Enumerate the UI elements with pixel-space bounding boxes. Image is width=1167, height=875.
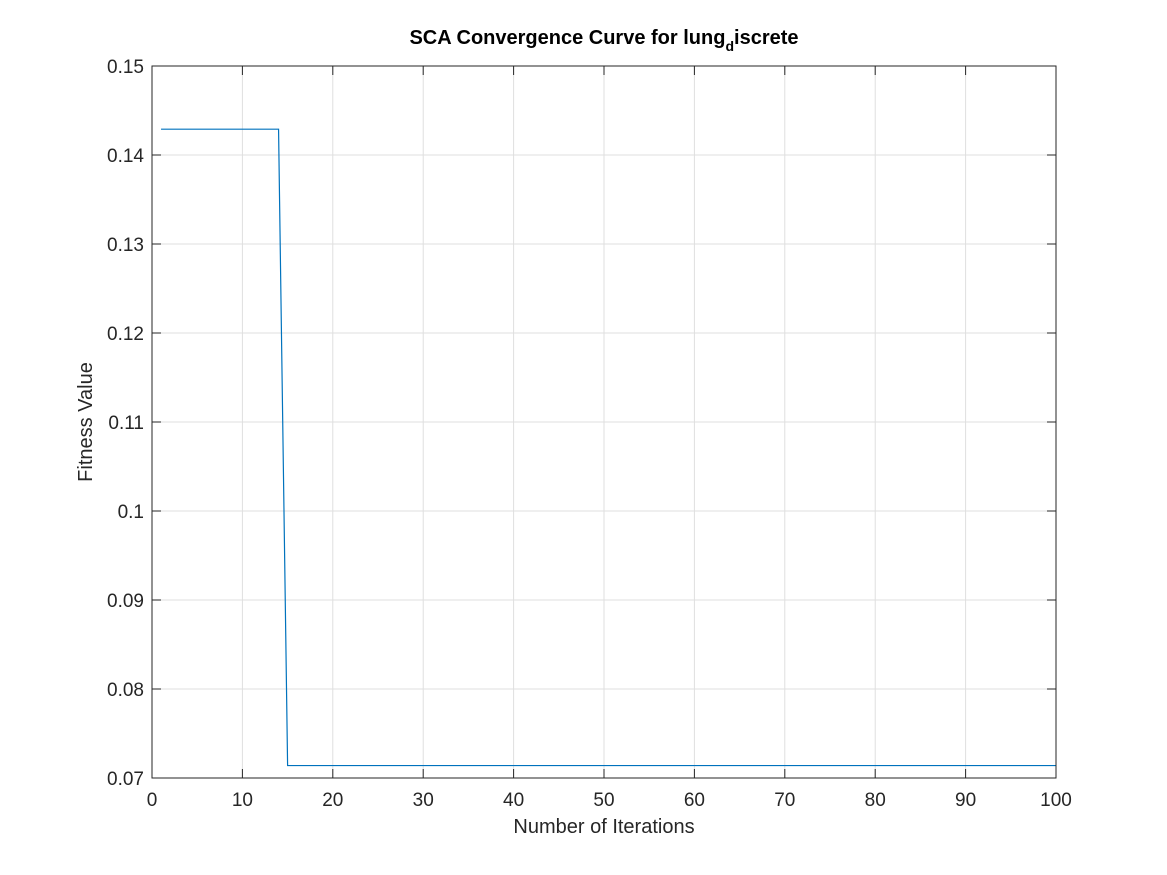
- x-tick-label: 0: [147, 790, 158, 811]
- x-tick-label: 50: [593, 790, 614, 811]
- y-tick-label: 0.1: [118, 502, 144, 523]
- x-tick-label: 60: [684, 790, 705, 811]
- y-tick-label: 0.08: [107, 680, 144, 701]
- y-tick-label: 0.13: [107, 235, 144, 256]
- x-tick-label: 20: [322, 790, 343, 811]
- series-line-1: [161, 128, 1056, 767]
- chart-title-subscript: d: [725, 38, 735, 54]
- x-tick-label: 70: [774, 790, 795, 811]
- y-axis-label: Fitness Value: [75, 362, 97, 482]
- chart-title: SCA Convergence Curve for lungdiscrete: [152, 27, 1056, 54]
- x-tick-label: 100: [1040, 790, 1072, 811]
- x-tick-label: 10: [232, 790, 253, 811]
- axes-frame: [151, 65, 1057, 779]
- series-layer: [161, 128, 1056, 767]
- x-tick-label: 30: [413, 790, 434, 811]
- grid-lines: [151, 65, 1057, 779]
- chart-title-main: SCA Convergence Curve for lung: [409, 27, 726, 49]
- y-tick-label: 0.14: [107, 146, 144, 167]
- x-tick-label: 90: [955, 790, 976, 811]
- y-tick-label: 0.11: [108, 413, 144, 434]
- y-tick-label: 0.12: [107, 324, 144, 345]
- axes-box: [151, 65, 1057, 779]
- y-tick-label: 0.15: [107, 57, 144, 78]
- chart-title-rest: iscrete: [734, 27, 799, 49]
- y-tick-label: 0.07: [107, 769, 144, 790]
- x-tick-label: 80: [865, 790, 886, 811]
- tick-labels: 0 10 20 30 40 50 60 70 80 90 100 0.07 0.08 0.09 0.1 0.1…: [107, 57, 1072, 811]
- y-tick-label: 0.09: [107, 591, 144, 612]
- x-tick-label: 40: [503, 790, 524, 811]
- x-axis-label: Number of Iterations: [513, 816, 695, 838]
